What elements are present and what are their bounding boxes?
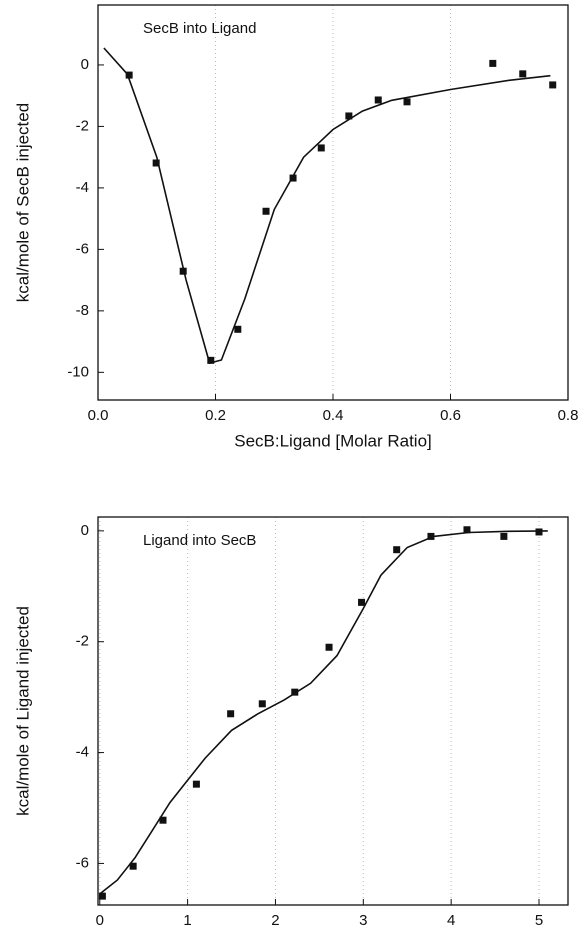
fit-line xyxy=(103,47,551,365)
data-point xyxy=(403,98,411,106)
data-point xyxy=(374,96,382,104)
y-tick-label: -2 xyxy=(76,633,89,650)
x-tick-label: 0.8 xyxy=(558,407,579,424)
y-tick-label: 0 xyxy=(81,522,89,539)
data-point xyxy=(152,159,160,167)
y-axis-title: kcal/mole of Ligand injected xyxy=(13,606,32,816)
data-point xyxy=(535,528,543,536)
y-tick-label: -6 xyxy=(76,240,89,257)
data-point xyxy=(289,174,297,182)
data-point xyxy=(325,643,333,651)
x-tick-label: 5 xyxy=(535,912,543,929)
data-point xyxy=(345,112,353,120)
data-point xyxy=(179,267,187,275)
data-point xyxy=(262,207,270,215)
x-axis-title: SecB:Ligand [Molar Ratio] xyxy=(234,431,432,450)
y-tick-label: -8 xyxy=(76,302,89,319)
data-point xyxy=(463,526,471,534)
y-axis-title: kcal/mole of SecB injected xyxy=(13,103,32,302)
fit-line xyxy=(99,530,548,895)
y-tick-label: -4 xyxy=(76,179,89,196)
data-point xyxy=(125,71,133,79)
y-tick-label: 0 xyxy=(81,56,89,73)
data-point xyxy=(500,532,508,540)
data-point xyxy=(227,710,235,718)
data-point xyxy=(291,688,299,696)
data-point xyxy=(549,81,557,89)
data-point xyxy=(98,892,106,900)
x-tick-label: 1 xyxy=(183,912,191,929)
x-tick-label: 0.0 xyxy=(88,407,109,424)
y-tick-label: -6 xyxy=(76,854,89,871)
x-tick-label: 0 xyxy=(96,912,104,929)
x-tick-label: 3 xyxy=(359,912,367,929)
data-point xyxy=(159,816,167,824)
y-tick-label: -4 xyxy=(76,744,89,761)
annotation: SecB into Ligand xyxy=(143,20,256,37)
x-tick-label: 0.2 xyxy=(205,407,226,424)
y-tick-label: -10 xyxy=(67,363,89,380)
x-tick-label: 4 xyxy=(447,912,455,929)
data-point xyxy=(317,144,325,152)
plot-frame xyxy=(97,516,569,906)
data-point xyxy=(234,325,242,333)
data-point xyxy=(258,700,266,708)
data-point xyxy=(427,532,435,540)
data-point xyxy=(489,59,497,67)
x-tick-label: 2 xyxy=(271,912,279,929)
data-point xyxy=(192,780,200,788)
data-point xyxy=(358,598,366,606)
data-point xyxy=(393,546,401,554)
y-tick-label: -2 xyxy=(76,117,89,134)
x-tick-label: 0.4 xyxy=(323,407,344,424)
data-point xyxy=(519,70,527,78)
data-point xyxy=(207,356,215,364)
annotation: Ligand into SecB xyxy=(143,532,256,549)
plot-frame xyxy=(97,4,569,401)
x-tick-label: 0.6 xyxy=(440,407,461,424)
data-point xyxy=(129,862,137,870)
